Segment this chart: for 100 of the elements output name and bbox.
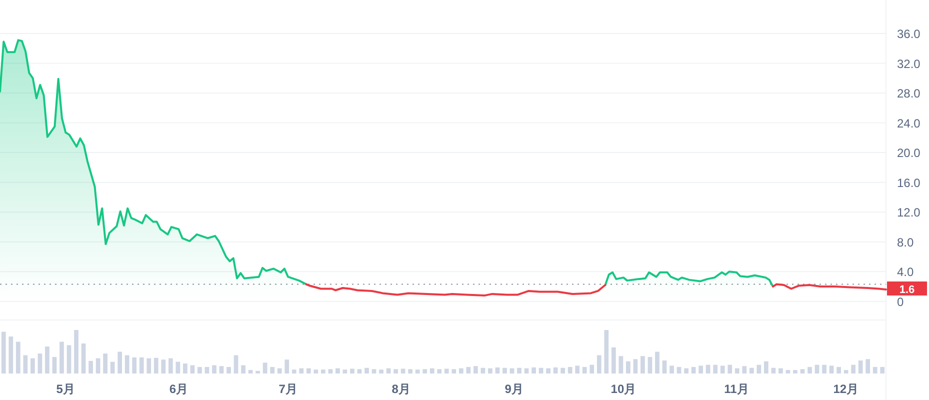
bar — [734, 368, 740, 374]
bar — [124, 355, 130, 374]
y-tick-label: 20.0 — [897, 146, 921, 160]
bar — [364, 368, 369, 374]
bar — [502, 368, 507, 374]
bar — [844, 370, 848, 374]
bar — [342, 370, 348, 374]
annotation: 1.6 — [899, 284, 915, 296]
bar — [786, 370, 790, 374]
bar — [23, 355, 28, 374]
bar — [596, 355, 602, 374]
bar — [662, 360, 667, 374]
bar — [336, 368, 340, 374]
bar — [880, 366, 885, 374]
bar — [458, 368, 464, 374]
bar — [118, 352, 122, 374]
bar — [74, 330, 78, 374]
bar — [299, 368, 304, 374]
bar — [648, 356, 652, 374]
bar — [38, 353, 42, 374]
bar — [800, 369, 805, 374]
bar — [292, 370, 296, 374]
x-tick-label: 9月 — [504, 382, 524, 396]
bar — [437, 369, 442, 374]
x-tick-label: 11月 — [724, 382, 749, 396]
bar — [314, 370, 318, 374]
bar — [640, 356, 645, 374]
bar — [212, 365, 216, 374]
bar — [1, 332, 6, 374]
y-tick-label: 8.0 — [897, 235, 914, 250]
bar — [103, 353, 108, 374]
x-tick-label: 7月 — [278, 382, 298, 396]
bar — [858, 360, 863, 374]
bar — [742, 366, 747, 374]
bar — [328, 369, 333, 374]
bar — [408, 369, 412, 374]
bar — [604, 330, 609, 374]
bar — [633, 359, 638, 374]
bar — [248, 370, 253, 374]
bar — [284, 360, 290, 374]
bar — [96, 358, 100, 374]
bar — [466, 366, 471, 374]
bar — [808, 366, 812, 374]
bar — [81, 343, 86, 374]
bar — [241, 365, 246, 374]
bar — [146, 358, 152, 374]
y-tick-label: 36.0 — [897, 26, 921, 41]
bar — [66, 345, 72, 374]
bar — [320, 370, 326, 374]
bar — [452, 369, 456, 374]
bar — [262, 362, 268, 374]
bar — [350, 368, 354, 374]
bar — [430, 368, 434, 374]
bar — [575, 366, 580, 374]
y-tick-label: 32.0 — [897, 56, 921, 71]
bar — [306, 368, 311, 374]
bar — [474, 366, 478, 374]
bar — [234, 355, 238, 374]
bar — [372, 369, 376, 374]
bar — [720, 366, 725, 374]
bar — [52, 356, 57, 374]
y-tick-label: 24.0 — [897, 116, 921, 130]
bar — [684, 368, 688, 374]
bar — [590, 364, 594, 374]
bar — [256, 370, 260, 374]
bar — [488, 368, 492, 374]
bar — [422, 369, 428, 374]
bar — [132, 357, 137, 374]
bar — [190, 365, 195, 374]
bar — [872, 366, 878, 374]
bar — [394, 369, 398, 374]
bar — [30, 358, 35, 374]
bar — [706, 364, 710, 374]
y-tick-label: 28.0 — [897, 86, 921, 101]
bar — [415, 370, 420, 374]
bar — [379, 370, 384, 374]
bar — [618, 356, 624, 374]
bar — [517, 368, 522, 374]
bar — [204, 366, 210, 374]
bar — [110, 362, 115, 374]
bar — [836, 366, 841, 374]
bar — [88, 360, 93, 374]
bar — [16, 342, 20, 374]
bar — [676, 366, 682, 374]
bar — [749, 368, 754, 374]
y-tick-label: 0 — [897, 294, 904, 309]
bar — [728, 364, 732, 374]
bar — [582, 366, 587, 374]
x-tick-label: 12月 — [833, 382, 859, 396]
bar — [8, 336, 14, 374]
y-tick-label: 16.0 — [897, 176, 921, 190]
bar — [655, 352, 660, 374]
bar — [60, 342, 64, 374]
y-tick-label: 12.0 — [897, 206, 921, 220]
bar — [168, 358, 173, 374]
bar — [226, 366, 231, 374]
bar — [553, 367, 558, 374]
bar — [560, 368, 566, 374]
bar — [198, 366, 202, 374]
bar — [611, 347, 616, 374]
